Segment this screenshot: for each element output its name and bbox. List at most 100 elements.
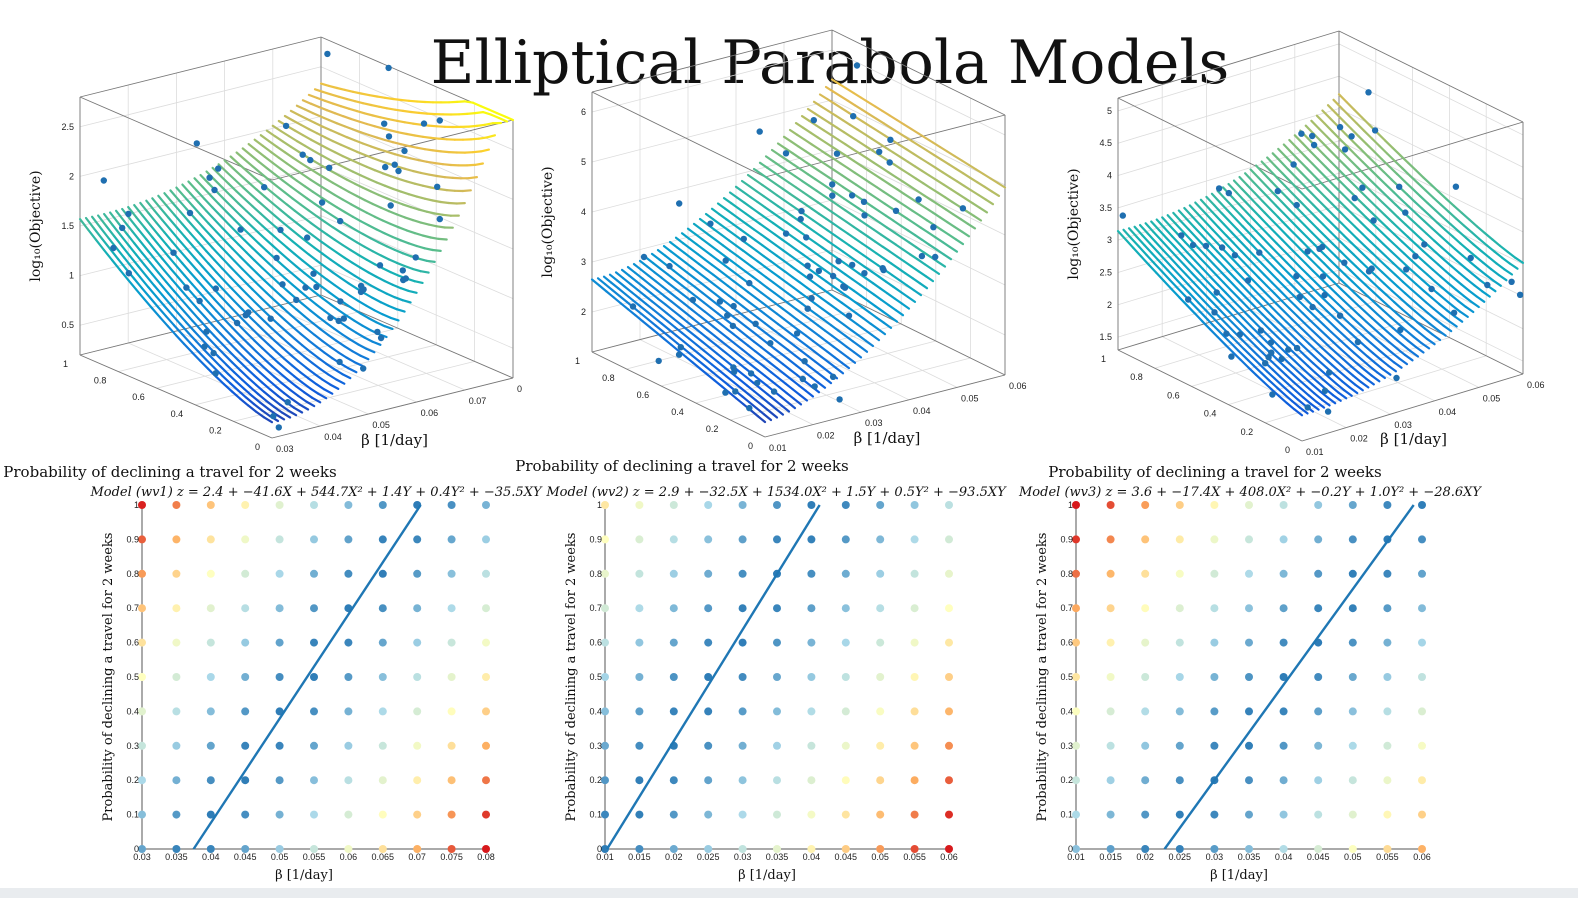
surface-segment xyxy=(1411,299,1422,308)
surface-segment xyxy=(709,355,720,364)
surface-segment xyxy=(898,212,908,220)
surface-segment xyxy=(1344,367,1355,377)
data-point xyxy=(704,535,713,544)
surface-segment xyxy=(1133,225,1144,237)
data-point xyxy=(138,707,146,716)
surface-segment xyxy=(1215,215,1226,226)
surface-segment xyxy=(321,378,332,386)
surface-segment xyxy=(802,369,812,378)
surface-segment xyxy=(781,307,792,316)
data-point xyxy=(344,741,353,750)
surface-segment xyxy=(1370,374,1381,383)
surface-segment xyxy=(285,246,296,255)
surface-segment xyxy=(1408,314,1419,324)
surface-segment xyxy=(668,291,679,300)
surface-segment xyxy=(439,150,450,154)
data-point xyxy=(413,776,422,785)
surface-segment xyxy=(1236,319,1247,330)
y-tick-label: 0.4 xyxy=(171,409,184,419)
surface-segment xyxy=(1337,391,1348,400)
observation-point xyxy=(391,161,398,168)
surface-segment xyxy=(1418,266,1429,276)
surface-segment xyxy=(369,145,380,151)
x-tick-label: 0.07 xyxy=(469,396,487,406)
surface-segment xyxy=(785,221,795,229)
surface-segment xyxy=(826,291,836,299)
surface-segment xyxy=(893,163,903,171)
surface-segment xyxy=(630,291,640,300)
surface-segment xyxy=(1379,298,1390,308)
surface-segment xyxy=(315,303,326,312)
surface-segment xyxy=(616,279,626,288)
surface-segment xyxy=(732,333,743,342)
surface-segment xyxy=(803,138,813,146)
surface-segment xyxy=(1335,382,1346,392)
observation-point xyxy=(803,234,810,241)
surface-segment xyxy=(880,298,890,307)
surface-segment xyxy=(1326,344,1337,354)
surface-segment xyxy=(1407,339,1418,349)
surface-segment xyxy=(644,302,655,311)
surface-segment xyxy=(235,311,246,323)
surface-segment xyxy=(195,306,206,318)
surface-segment xyxy=(1253,192,1264,203)
surface-segment xyxy=(347,190,358,198)
data-point xyxy=(1348,501,1357,509)
surface-segment xyxy=(1365,377,1375,386)
surface-segment xyxy=(1160,270,1171,281)
observation-point xyxy=(1396,183,1403,190)
surface-segment xyxy=(1246,184,1257,195)
z-tick-label: 3 xyxy=(581,257,586,267)
surface-segment xyxy=(1265,370,1276,380)
surface-segment xyxy=(247,263,258,274)
data-point xyxy=(1106,845,1115,853)
data-point xyxy=(876,741,885,750)
surface-segment xyxy=(369,190,380,197)
observation-point xyxy=(1231,252,1239,259)
surface-segment xyxy=(361,142,372,148)
surface-segment xyxy=(389,316,400,322)
data-point xyxy=(206,604,215,613)
surface-segment xyxy=(1270,388,1281,398)
surface-segment xyxy=(1245,357,1256,367)
surface-segment xyxy=(767,351,777,360)
observation-point xyxy=(1218,244,1226,251)
surface-segment xyxy=(1411,187,1422,197)
data-point xyxy=(1141,638,1150,647)
surface-segment xyxy=(247,181,258,191)
surface-segment xyxy=(1322,262,1333,272)
surface-segment xyxy=(309,178,320,186)
surface-segment xyxy=(1339,348,1350,358)
surface-segment xyxy=(307,297,318,306)
data-point xyxy=(1175,638,1184,647)
y-tick-label: 0.8 xyxy=(589,569,602,579)
surface-segment xyxy=(401,299,412,304)
observation-point xyxy=(233,319,241,327)
surface-segment xyxy=(1376,247,1387,258)
y-tick-label: 0.5 xyxy=(589,672,602,682)
surface-segment xyxy=(922,251,932,258)
surface-segment xyxy=(850,329,860,337)
surface-segment xyxy=(768,307,779,315)
surface-segment xyxy=(786,292,797,300)
surface-segment xyxy=(840,301,851,310)
surface-segment xyxy=(1347,295,1358,306)
x-tick-label: 0.05 xyxy=(871,852,889,862)
surface-segment xyxy=(331,271,342,279)
surface-segment xyxy=(371,250,382,257)
surface-segment xyxy=(1429,183,1440,193)
surface-segment xyxy=(1384,254,1395,265)
surface-segment xyxy=(853,237,864,245)
surface-segment xyxy=(942,183,953,191)
surface-segment xyxy=(381,267,392,274)
surface-segment xyxy=(283,233,294,243)
surface-segment xyxy=(641,320,651,329)
surface-segment xyxy=(821,366,831,374)
surface-segment xyxy=(865,288,876,296)
surface-segment xyxy=(345,97,357,103)
surface-segment xyxy=(239,214,250,225)
surface-segment xyxy=(301,134,312,141)
surface-segment xyxy=(766,393,776,401)
observation-point xyxy=(849,261,856,269)
surface-segment xyxy=(171,201,182,213)
